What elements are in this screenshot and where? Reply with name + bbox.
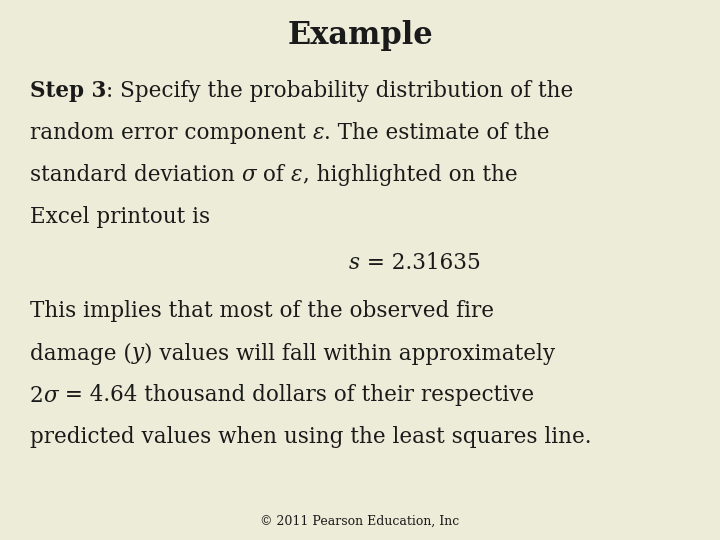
Text: y: y [132,342,144,365]
Text: damage (: damage ( [30,342,132,365]
Text: Excel printout is: Excel printout is [30,206,210,228]
Text: Step 3: Step 3 [30,80,107,102]
Text: ε: ε [291,164,302,186]
Text: 2: 2 [30,384,44,407]
Text: standard deviation: standard deviation [30,164,242,186]
Text: σ: σ [44,384,58,407]
Text: Example: Example [287,20,433,51]
Text: ) values will fall within approximately: ) values will fall within approximately [144,342,555,365]
Text: = 4.64 thousand dollars of their respective: = 4.64 thousand dollars of their respect… [58,384,534,407]
Text: © 2011 Pearson Education, Inc: © 2011 Pearson Education, Inc [261,515,459,528]
Text: of: of [256,164,291,186]
Text: This implies that most of the observed fire: This implies that most of the observed f… [30,300,494,322]
Text: random error component: random error component [30,122,312,144]
Text: ε: ε [312,122,324,144]
Text: . The estimate of the: . The estimate of the [324,122,549,144]
Text: predicted values when using the least squares line.: predicted values when using the least sq… [30,427,592,449]
Text: σ: σ [242,164,256,186]
Text: = 2.31635: = 2.31635 [360,252,481,274]
Text: , highlighted on the: , highlighted on the [302,164,517,186]
Text: : Specify the probability distribution of the: : Specify the probability distribution o… [107,80,574,102]
Text: s: s [349,252,360,274]
